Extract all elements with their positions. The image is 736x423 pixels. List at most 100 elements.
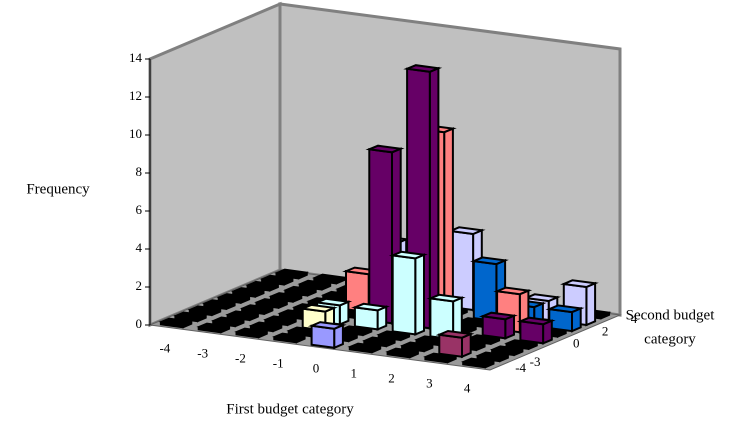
bar	[516, 316, 556, 345]
bar-top	[234, 327, 270, 336]
bar-top	[245, 280, 281, 289]
bar	[158, 317, 194, 329]
bar-top	[388, 250, 428, 260]
bar-top	[478, 311, 518, 321]
bar-top	[216, 293, 252, 301]
bar-top	[201, 299, 238, 307]
bar-top	[187, 305, 223, 314]
x-tick-label: -4	[159, 340, 170, 355]
bar-top	[399, 341, 435, 350]
bar-top	[298, 303, 338, 313]
bar	[475, 351, 511, 363]
x-tick-label: -3	[197, 345, 208, 360]
bar-side	[414, 253, 425, 336]
left-wall	[148, 1, 282, 328]
bar	[196, 322, 232, 334]
z-tick-label: 0	[573, 335, 580, 350]
y-tick-label: 2	[136, 278, 143, 293]
bar-top	[283, 285, 319, 294]
bar-top	[225, 310, 261, 319]
bar-top	[313, 297, 353, 307]
bar-top	[460, 357, 496, 366]
bar-top	[466, 334, 502, 342]
bar-top	[230, 287, 266, 295]
bar	[435, 329, 475, 359]
bar-top	[516, 316, 556, 326]
x-tick-label: 1	[351, 365, 358, 380]
bar-top	[376, 330, 412, 339]
bar-top	[347, 342, 383, 351]
bar	[399, 341, 435, 353]
x-tick-label: -2	[235, 350, 246, 365]
bar-top	[271, 332, 307, 341]
bar	[307, 321, 347, 350]
bar-top	[351, 302, 390, 312]
bar-top	[504, 339, 540, 347]
bar-top	[385, 347, 421, 356]
x-tick-label: 0	[313, 360, 320, 375]
y-tick-label: 10	[129, 126, 142, 141]
bar-top	[426, 293, 466, 303]
bar	[225, 310, 261, 322]
z-axis-title: Second budget	[626, 307, 716, 323]
bar	[361, 336, 397, 348]
bar-side	[428, 66, 440, 330]
z-tick-label: -3	[530, 354, 541, 369]
bar-top	[365, 144, 405, 154]
bar-top	[493, 286, 533, 296]
bar	[298, 303, 338, 333]
x-tick-label: 4	[464, 380, 471, 395]
x-tick-label: 2	[388, 370, 395, 385]
bar-front	[368, 148, 393, 325]
bar-side	[443, 127, 454, 324]
bar-top	[239, 304, 275, 312]
bar-top	[522, 293, 562, 303]
bar-top	[489, 345, 525, 354]
bar	[234, 327, 270, 339]
bar-top	[274, 268, 310, 277]
bar	[385, 347, 421, 359]
bar-top	[268, 292, 304, 300]
x-axis-title: First budget category	[226, 401, 354, 417]
bar	[216, 293, 252, 305]
y-tick-label: 8	[136, 164, 143, 179]
x-tick-label: -1	[273, 355, 284, 370]
bar	[423, 352, 459, 364]
bar	[545, 304, 585, 333]
z-tick-label: -4	[515, 360, 526, 375]
bar	[259, 274, 295, 286]
y-tick-label: 4	[136, 240, 143, 255]
bar-top	[248, 321, 284, 330]
bar-top	[446, 226, 486, 236]
bar	[426, 293, 466, 341]
bar-top	[361, 336, 397, 345]
bar-top	[196, 322, 232, 331]
bar-top	[338, 325, 374, 334]
y-tick-label: 14	[129, 50, 143, 65]
bar-top	[210, 316, 246, 325]
bar	[263, 315, 299, 327]
bar	[460, 357, 496, 369]
bar	[254, 298, 290, 310]
bar	[347, 342, 383, 354]
bar	[466, 334, 502, 346]
bar-top	[470, 256, 509, 266]
bar-top	[263, 315, 299, 324]
bar-top	[158, 317, 194, 326]
bar-top	[254, 298, 290, 306]
z-tick-label: 4	[631, 311, 638, 326]
bar	[388, 250, 428, 336]
bar	[478, 311, 518, 340]
bar	[338, 325, 374, 337]
bar-top	[545, 304, 585, 314]
bar	[248, 321, 284, 333]
bar-side	[585, 281, 597, 327]
bar-top	[475, 351, 511, 360]
y-tick-label: 6	[136, 202, 143, 217]
bar	[274, 268, 310, 280]
y-tick-label: 12	[129, 88, 142, 103]
bar-front	[391, 254, 417, 336]
bar	[239, 304, 275, 316]
x-tick-label: 3	[426, 375, 433, 390]
